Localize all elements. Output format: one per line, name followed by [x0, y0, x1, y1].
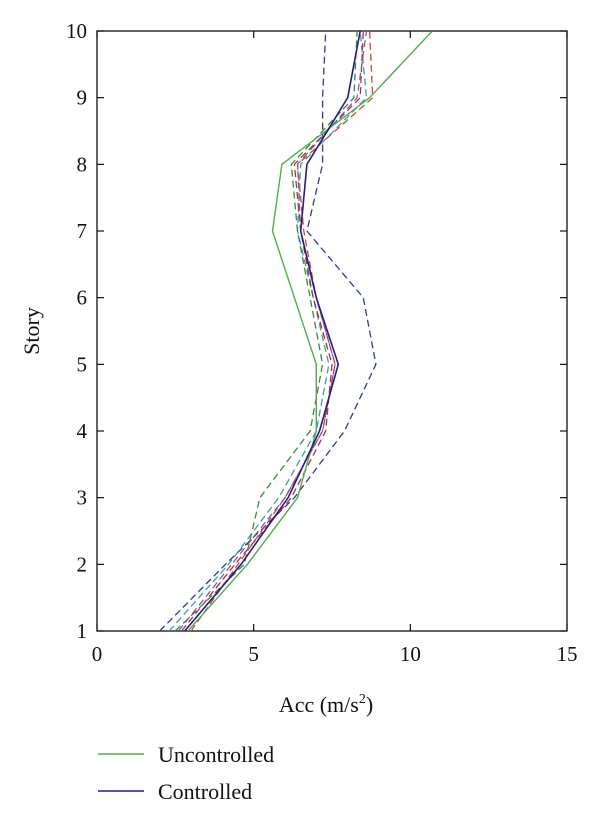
y-tick-label: 9 [77, 86, 88, 110]
series-line-dashed-2 [159, 31, 377, 631]
legend-label-uncontrolled: Uncontrolled [158, 742, 274, 767]
y-axis-label: Story [19, 307, 44, 355]
y-tick-label: 5 [77, 352, 88, 376]
y-tick-label: 2 [77, 552, 88, 576]
x-tick-label: 0 [92, 642, 103, 666]
x-axis-label-text: Acc (m/s [279, 692, 359, 717]
y-tick-label: 6 [77, 286, 88, 310]
y-tick-label: 7 [77, 219, 88, 243]
series-line-controlled [184, 31, 361, 631]
series-line-dashed-3 [190, 31, 374, 631]
series-line-dashed-6 [174, 31, 358, 631]
series-line-dashed-4 [168, 31, 368, 631]
x-axis-label-close: ) [366, 692, 373, 717]
x-tick-label: 10 [400, 642, 421, 666]
x-tick-label: 15 [557, 642, 578, 666]
series-group [159, 31, 433, 631]
x-axis-label: Acc (m/s2) [279, 692, 373, 717]
y-tick-label: 4 [77, 419, 88, 443]
x-tick-label: 5 [248, 642, 259, 666]
y-tick-label: 3 [77, 486, 88, 510]
legend-label-controlled: Controlled [158, 779, 252, 804]
y-tick-label: 1 [77, 619, 88, 643]
x-axis-label-superscript: 2 [359, 692, 366, 707]
series-line-uncontrolled [187, 31, 433, 631]
plot-frame [96, 30, 568, 632]
y-tick-label: 10 [66, 19, 87, 43]
y-tick-label: 8 [77, 152, 88, 176]
